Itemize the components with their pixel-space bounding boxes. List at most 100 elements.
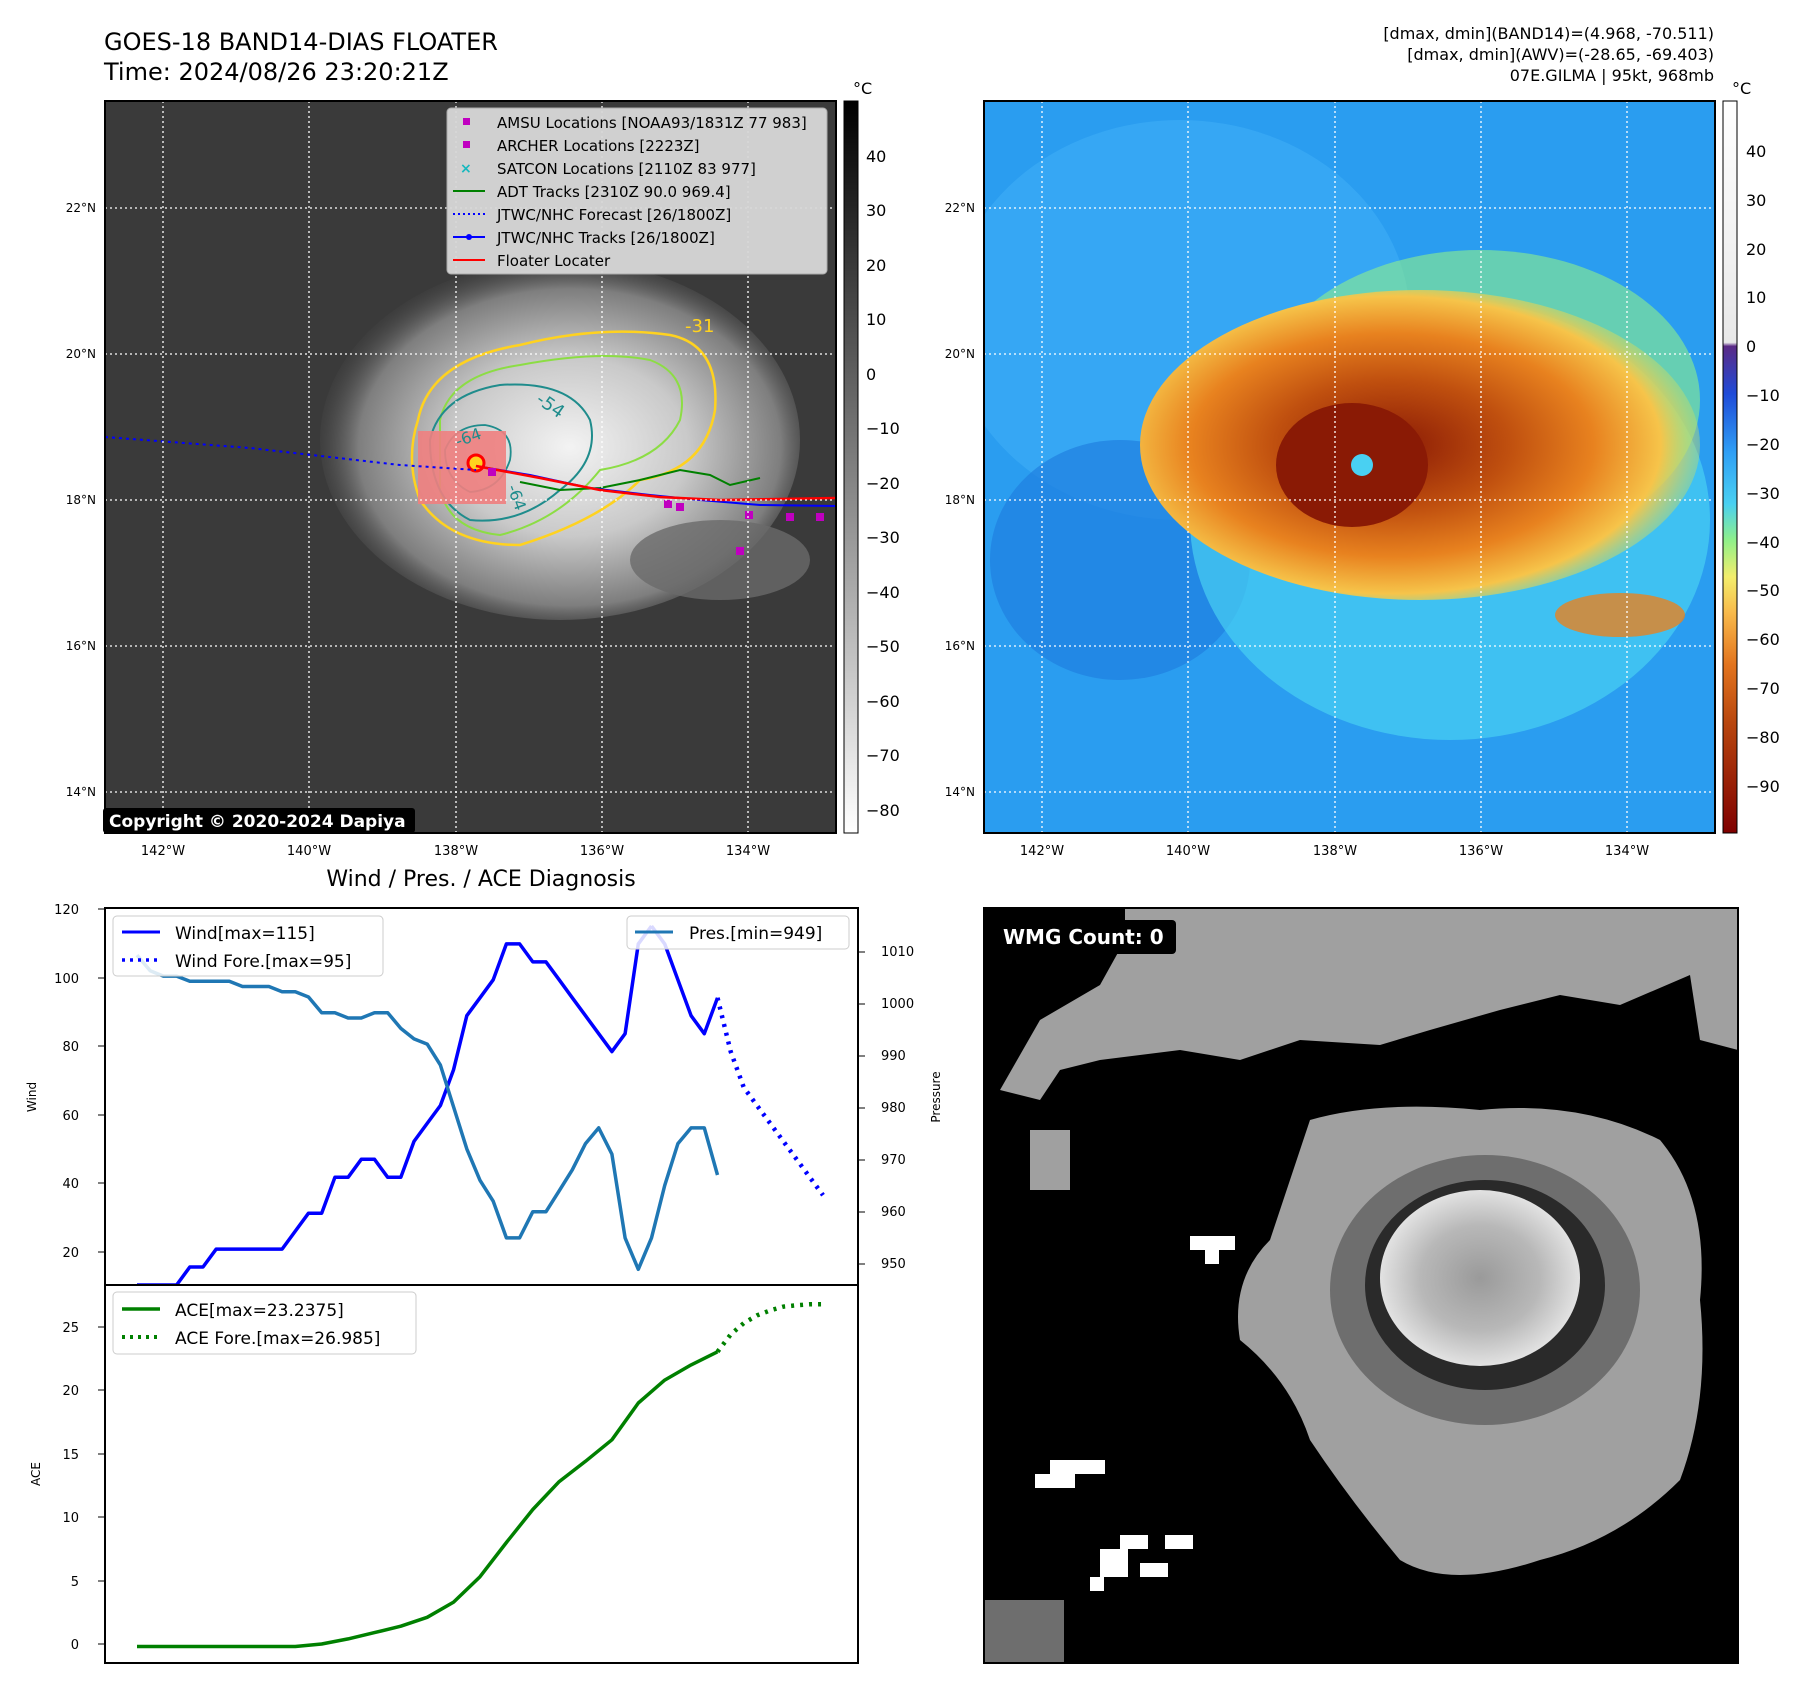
- lon-label-136w: 136°W: [580, 844, 624, 859]
- lon-label-140w: 140°W: [287, 844, 331, 859]
- pres-tick-970: 970: [881, 1153, 906, 1168]
- ace-legend-label: ACE[max=23.2375]: [175, 1301, 344, 1321]
- awv-lat-label-16n: 16°N: [945, 639, 975, 653]
- ir-cbar-tick-m10: −10: [866, 419, 900, 438]
- awv-cbar-tick-m70: −70: [1746, 679, 1780, 698]
- pres-tick-1010: 1010: [881, 945, 914, 960]
- ir-map-frame: [104, 100, 837, 834]
- awv-cbar-tick-m60: −60: [1746, 630, 1780, 649]
- lon-label-134w: 134°W: [726, 844, 770, 859]
- lat-label-22n: 22°N: [66, 201, 96, 215]
- ir-lon-labels: 142°W 140°W 138°W 136°W 134°W: [141, 844, 770, 859]
- stats-band14: [dmax, dmin](BAND14)=(4.968, -70.511): [1383, 24, 1714, 43]
- ir-cbar-tick-m80: −80: [866, 801, 900, 820]
- contour-lightgreen: [439, 355, 683, 537]
- awv-cbar-tick-m80: −80: [1746, 728, 1780, 747]
- awv-cbar-tick-20: 20: [1746, 240, 1766, 259]
- storm-info: 07E.GILMA | 95kt, 968mb: [1510, 66, 1714, 85]
- awv-lon-gridlines: [1041, 101, 1628, 833]
- ir-map-panel: -31 -54 -64 -64: [66, 100, 837, 859]
- wmg-panel: WMG Count: 0: [983, 907, 1739, 1664]
- awv-map-panel: 22°N 20°N 18°N 16°N 14°N 142°W 140°W 138…: [945, 100, 1716, 859]
- lat-label-20n: 20°N: [66, 347, 96, 361]
- legend-satcon-marker: ×: [460, 161, 472, 177]
- ir-cbar-tick-m60: −60: [866, 692, 900, 711]
- awv-cbar-tick-m90: −90: [1746, 777, 1780, 796]
- wmg-count-label: WMG Count: 0: [1003, 925, 1164, 949]
- awv-cbar-tick-30: 30: [1746, 191, 1766, 210]
- lon-label-142w: 142°W: [141, 844, 185, 859]
- legend-archer-label: ARCHER Locations [2223Z]: [497, 137, 700, 155]
- ir-colorbar-gradient: [843, 100, 859, 834]
- awv-lat-label-14n: 14°N: [945, 785, 975, 799]
- lat-label-16n: 16°N: [66, 639, 96, 653]
- awv-lat-label-20n: 20°N: [945, 347, 975, 361]
- pressure-y-ticks: 1010 1000 990 980 970 960 950: [858, 945, 914, 1272]
- awv-lat-labels: 22°N 20°N 18°N 16°N 14°N: [945, 201, 975, 799]
- wind-tick-100: 100: [54, 972, 79, 987]
- adt-track-line: [519, 468, 761, 492]
- pressure-legend-label: Pres.[min=949]: [689, 924, 822, 944]
- copyright-box: [103, 808, 415, 833]
- ir-cbar-tick-40: 40: [866, 147, 886, 166]
- ir-cbar-tick-m20: −20: [866, 474, 900, 493]
- legend-forecast-label: JTWC/NHC Forecast [26/1800Z]: [496, 206, 731, 224]
- ace-legend: ACE[max=23.2375] ACE Fore.[max=26.985]: [112, 1291, 417, 1355]
- ace-fore-legend-label: ACE Fore.[max=26.985]: [175, 1329, 380, 1349]
- ir-colorbar-ticks: 40 30 20 10 0 −10 −20 −30 −40 −50 −60 −7…: [866, 147, 900, 820]
- pres-tick-980: 980: [881, 1101, 906, 1116]
- wind-pressure-chart: 120 100 80 60 40 20 Wind 1010 1000 990 9…: [25, 903, 943, 1286]
- floater-track-line: [475, 464, 836, 502]
- ace-max-23-2375-line-0: [137, 1350, 719, 1649]
- figure-title: GOES-18 BAND14-DIAS FLOATER: [104, 28, 498, 56]
- pressure-axis-label: Pressure: [929, 1071, 943, 1122]
- contour-label-31: -31: [685, 316, 714, 337]
- ace-tick-0: 0: [71, 1638, 79, 1653]
- diagnosis-title: Wind / Pres. / ACE Diagnosis: [326, 867, 635, 892]
- stats-awv: [dmax, dmin](AWV)=(-28.65, -69.403): [1407, 45, 1714, 64]
- wmg-count-box: [996, 920, 1176, 954]
- wind-tick-40: 40: [62, 1177, 79, 1192]
- ir-cbar-tick-m70: −70: [866, 746, 900, 765]
- awv-lon-label-140w: 140°W: [1166, 844, 1210, 859]
- ace-y-ticks: 25 20 15 10 5 0: [62, 1321, 105, 1653]
- legend-floater-label: Floater Locater: [497, 252, 611, 270]
- awv-map-frame: [983, 100, 1716, 834]
- ir-lat-labels: 22°N 20°N 18°N 16°N 14°N: [66, 201, 96, 799]
- wind-tick-20: 20: [62, 1246, 79, 1261]
- ace-fore-max-26-985-line-1: [715, 1301, 824, 1354]
- wind-legend: Wind[max=115] Wind Fore.[max=95]: [112, 915, 384, 977]
- amsu-markers: [488, 468, 824, 555]
- ace-series-layer: [137, 1301, 824, 1649]
- legend-tracks-label: JTWC/NHC Tracks [26/1800Z]: [496, 229, 715, 247]
- pres-tick-960: 960: [881, 1205, 906, 1220]
- awv-lon-label-142w: 142°W: [1020, 844, 1064, 859]
- ace-tick-5: 5: [71, 1575, 79, 1590]
- ir-colorbar-unit: °C: [853, 79, 872, 98]
- awv-lon-label-136w: 136°W: [1459, 844, 1503, 859]
- wmg-gray-patch: [1030, 1130, 1070, 1190]
- wmg-core: [1380, 1190, 1580, 1366]
- awv-lat-label-18n: 18°N: [945, 493, 975, 507]
- legend-adt-label: ADT Tracks [2310Z 90.0 969.4]: [497, 183, 731, 201]
- pres-tick-990: 990: [881, 1049, 906, 1064]
- wind-axis-label: Wind: [25, 1082, 39, 1112]
- contour-yellow: [410, 330, 717, 547]
- wind-y-ticks: 120 100 80 60 40 20: [54, 903, 105, 1261]
- ir-cbar-tick-m30: −30: [866, 528, 900, 547]
- ir-cbar-tick-0: 0: [866, 365, 876, 384]
- awv-colorbar: °C 40 30 20 10 0 −10 −20 −30 −40 −50 −60…: [1722, 79, 1780, 834]
- wmg-frame: [983, 907, 1739, 1664]
- ace-tick-10: 10: [62, 1511, 79, 1526]
- wmg-gray-region-north: [1000, 908, 1738, 1100]
- ir-cbar-tick-m40: −40: [866, 583, 900, 602]
- ir-cbar-tick-10: 10: [866, 310, 886, 329]
- lat-label-18n: 18°N: [66, 493, 96, 507]
- eye-marker: [466, 453, 486, 473]
- lat-label-14n: 14°N: [66, 785, 96, 799]
- wind-legend-label: Wind[max=115]: [175, 924, 315, 944]
- awv-colorbar-unit: °C: [1732, 79, 1751, 98]
- contour-teal: [428, 383, 593, 522]
- ir-cbar-tick-20: 20: [866, 256, 886, 275]
- legend-amsu-label: AMSU Locations [NOAA93/1831Z 77 983]: [497, 114, 807, 132]
